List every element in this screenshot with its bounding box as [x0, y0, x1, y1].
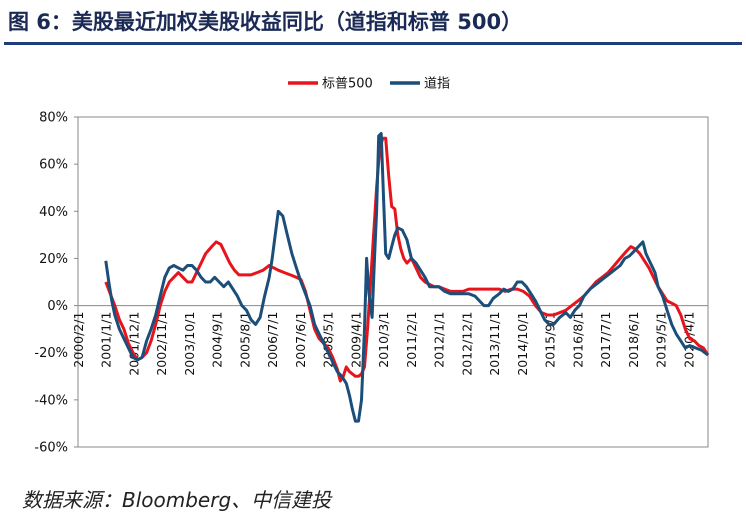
x-tick-label: 2011/2/1	[404, 312, 419, 368]
x-tick-labels: 2000/2/1 2001/1/1 2001/12/1 2002/11/1 2003/1…	[71, 312, 696, 376]
y-tick-labels: -60% -40% -20% 0% 20% 40% 60% 80%	[34, 111, 78, 456]
figure-title: 图 6：美股最近加权美股收益同比（道指和标普 500）	[8, 10, 523, 34]
series-line-dow	[104, 132, 709, 423]
series-lines	[104, 132, 710, 423]
line-chart: -60% -40% -20% 0% 20% 40% 60% 80% 2000/2/1 2001/…	[34, 77, 710, 456]
y-tick-label: -60%	[34, 441, 68, 456]
x-tick-label: 2014/10/1	[515, 312, 530, 376]
x-tick-label: 2003/10/1	[182, 312, 197, 376]
x-tick-label: 2007/6/1	[293, 312, 308, 368]
x-tick-label: 2012/1/1	[432, 312, 447, 368]
x-tick-label: 2016/8/1	[570, 312, 585, 368]
y-tick-label: 80%	[39, 111, 68, 126]
y-tick-label: 40%	[39, 205, 68, 220]
y-tick-label: -20%	[34, 346, 68, 361]
y-tick-label: -40%	[34, 393, 68, 408]
x-tick-label: 2017/7/1	[598, 312, 613, 368]
chart-axes	[77, 116, 709, 448]
chart-legend: 标普500 道指	[288, 77, 450, 92]
x-tick-label: 2010/3/1	[376, 312, 391, 368]
source-note: 数据来源：Bloomberg、中信建投	[22, 488, 332, 512]
x-tick-label: 2013/11/1	[487, 312, 502, 376]
y-tick-label: 60%	[39, 158, 68, 173]
title-rule	[4, 42, 742, 45]
x-tick-label: 2000/2/1	[71, 312, 86, 368]
x-tick-label: 2009/4/1	[348, 312, 363, 368]
series-line-sp500	[104, 136, 710, 383]
x-tick-label: 2004/9/1	[210, 312, 225, 368]
y-tick-label: 20%	[39, 252, 68, 267]
legend-label: 标普500	[322, 77, 373, 92]
plot-frame	[77, 116, 709, 448]
legend-label: 道指	[424, 77, 450, 92]
x-tick-label: 2005/8/1	[237, 312, 252, 368]
x-tick-label: 2018/6/1	[626, 312, 641, 368]
y-tick-label: 0%	[47, 299, 68, 314]
x-tick-label: 2006/7/1	[265, 312, 280, 368]
x-tick-label: 2019/5/1	[654, 312, 669, 368]
x-tick-label: 2012/12/1	[459, 312, 474, 376]
x-tick-label: 2002/11/1	[154, 312, 169, 376]
x-tick-label: 2001/1/1	[99, 312, 114, 368]
